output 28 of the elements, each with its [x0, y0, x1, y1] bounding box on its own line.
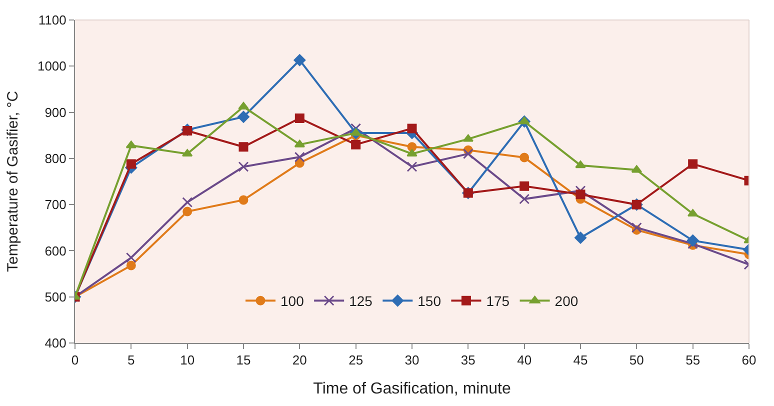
legend-label: 150 [418, 293, 442, 310]
y-tick-label: 1100 [38, 12, 66, 28]
y-tick-label: 800 [44, 150, 66, 166]
y-tick-label: 900 [44, 104, 66, 120]
y-tick-label: 700 [44, 197, 66, 212]
y-tick-label: 1000 [37, 58, 66, 74]
x-tick-label: 35 [460, 352, 476, 368]
y-tick-label: 500 [44, 289, 66, 304]
legend-label: 175 [486, 293, 510, 310]
x-tick-label: 50 [629, 352, 644, 368]
x-tick-label: 15 [236, 352, 251, 368]
x-tick-label: 55 [686, 352, 700, 368]
legend-label: 125 [349, 293, 373, 310]
x-tick-label: 10 [180, 352, 195, 368]
x-tick-label: 0 [71, 352, 79, 368]
y-tick-label: 400 [44, 336, 66, 351]
x-tick-label: 40 [517, 352, 532, 368]
x-tick-label: 45 [573, 352, 588, 368]
x-tick-label: 5 [128, 352, 135, 368]
x-axis-title: Time of Gasification, minute [313, 380, 511, 398]
x-tick-label: 20 [292, 352, 307, 368]
x-tick-label: 30 [404, 352, 420, 368]
y-tick-label: 600 [44, 243, 66, 258]
x-tick-label: 25 [348, 352, 364, 368]
legend-label: 200 [554, 293, 578, 310]
legend-label: 100 [280, 293, 304, 310]
x-tick-label: 60 [742, 352, 756, 368]
y-axis-title: Temperature of Gasifier, °C [4, 90, 22, 272]
